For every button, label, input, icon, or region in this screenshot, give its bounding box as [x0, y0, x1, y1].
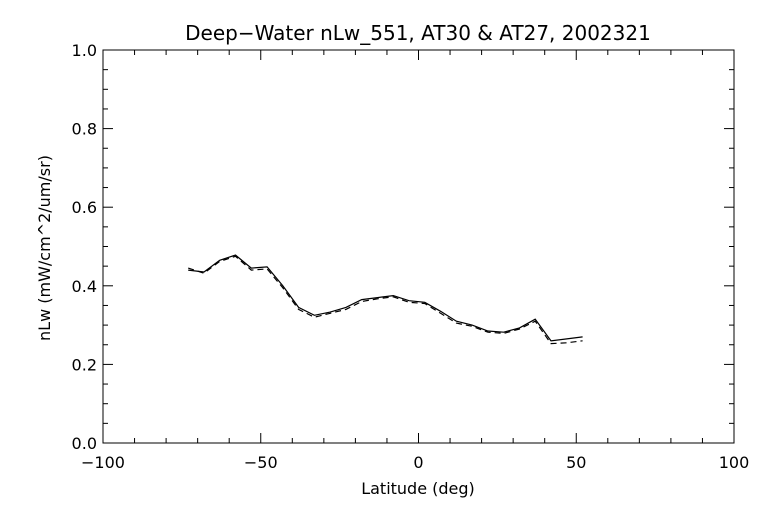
series-lines — [188, 254, 583, 345]
x-tick-label: 0 — [413, 453, 423, 472]
y-tick-label: 0.8 — [72, 120, 97, 139]
y-axis-label: nLw (mW/cm^2/um/sr) — [35, 155, 54, 341]
y-tick-label: 1.0 — [72, 41, 97, 60]
series-line-dashed — [188, 255, 583, 345]
plot-frame — [102, 49, 735, 444]
y-tick-label: 0.6 — [72, 198, 97, 217]
x-axis-label: Latitude (deg) — [361, 479, 475, 498]
axes: −100 −50 0 50 100 0.0 0.2 0.4 0.6 0.8 1.0 — [72, 41, 750, 472]
y-tick-label: 0.4 — [72, 277, 97, 296]
y-tick-label: 0.0 — [72, 434, 97, 453]
chart-title: Deep−Water nLw_551, AT30 & AT27, 2002321 — [185, 21, 651, 45]
x-tick-label: −50 — [244, 453, 278, 472]
x-tick-label: 50 — [566, 453, 586, 472]
x-tick-label: −100 — [81, 453, 125, 472]
y-tick-label: 0.2 — [72, 355, 97, 374]
series-line-solid — [188, 254, 583, 342]
x-tick-label: 100 — [719, 453, 750, 472]
